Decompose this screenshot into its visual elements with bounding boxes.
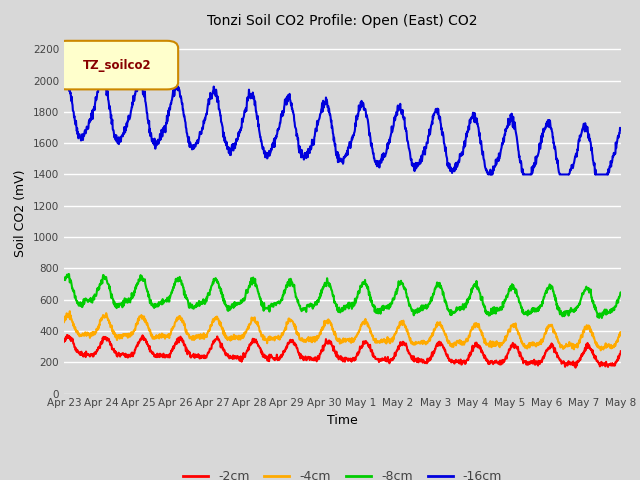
-16cm: [552, 146, 559, 152]
-8cm: [598, 315, 605, 321]
-8cm: [171, 282, 179, 288]
-2cm: [184, 349, 192, 355]
-2cm: [617, 348, 625, 354]
-2cm: [246, 342, 254, 348]
Line: -2cm: -2cm: [64, 335, 621, 368]
Text: TZ_soilco2: TZ_soilco2: [83, 59, 151, 72]
-8cm: [184, 300, 192, 305]
-4cm: [429, 331, 437, 336]
-2cm: [572, 365, 579, 371]
-4cm: [597, 348, 605, 353]
-16cm: [429, 116, 437, 121]
-8cm: [551, 292, 559, 298]
-8cm: [617, 289, 625, 295]
-2cm: [502, 353, 509, 359]
-4cm: [171, 321, 179, 327]
Title: Tonzi Soil CO2 Profile: Open (East) CO2: Tonzi Soil CO2 Profile: Open (East) CO2: [207, 14, 477, 28]
X-axis label: Time: Time: [327, 414, 358, 427]
Line: -4cm: -4cm: [64, 311, 621, 350]
-16cm: [617, 125, 625, 131]
-16cm: [60, 74, 68, 80]
-2cm: [171, 343, 179, 348]
FancyBboxPatch shape: [56, 41, 178, 89]
-16cm: [484, 171, 492, 177]
-2cm: [551, 346, 559, 351]
-16cm: [502, 126, 510, 132]
-8cm: [65, 271, 73, 277]
-4cm: [60, 319, 68, 325]
-4cm: [502, 337, 509, 343]
Line: -8cm: -8cm: [64, 274, 621, 318]
-16cm: [246, 96, 254, 101]
Legend: -2cm, -4cm, -8cm, -16cm: -2cm, -4cm, -8cm, -16cm: [178, 465, 507, 480]
-16cm: [184, 135, 192, 141]
-4cm: [184, 332, 192, 337]
-4cm: [246, 321, 254, 327]
-4cm: [551, 330, 559, 336]
-8cm: [246, 281, 254, 287]
Y-axis label: Soil CO2 (mV): Soil CO2 (mV): [14, 170, 28, 257]
-8cm: [502, 297, 509, 302]
-16cm: [61, 71, 69, 76]
Line: -16cm: -16cm: [64, 73, 621, 174]
-8cm: [60, 276, 68, 282]
-4cm: [617, 330, 625, 336]
-4cm: [66, 308, 74, 314]
-2cm: [60, 339, 68, 345]
-16cm: [171, 87, 179, 93]
-2cm: [429, 351, 437, 357]
-8cm: [429, 291, 437, 297]
-2cm: [63, 332, 71, 338]
